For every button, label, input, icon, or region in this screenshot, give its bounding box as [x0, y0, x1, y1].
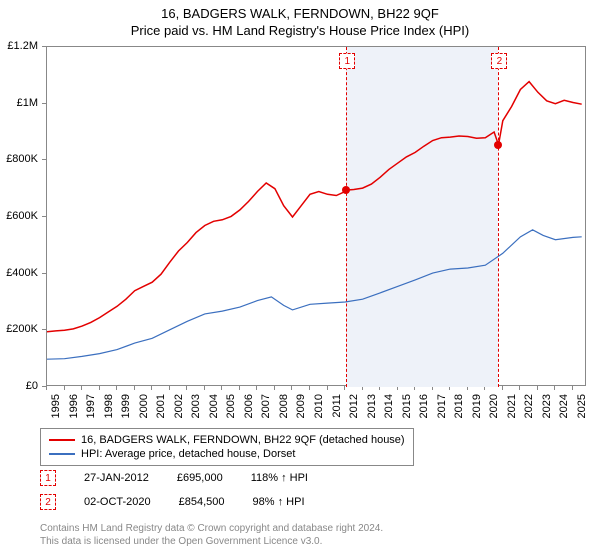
x-tick-label: 1996 [68, 394, 80, 424]
x-tick-label: 2021 [506, 394, 518, 424]
x-tick-label: 2009 [295, 394, 307, 424]
x-tick-label: 2019 [471, 394, 483, 424]
legend-row: 16, BADGERS WALK, FERNDOWN, BH22 9QF (de… [49, 433, 405, 447]
x-tick-label: 2008 [278, 394, 290, 424]
y-tick-label: £800K [0, 153, 38, 165]
y-tick-label: £600K [0, 210, 38, 222]
x-tick-label: 2005 [225, 394, 237, 424]
x-tick-label: 2012 [348, 394, 360, 424]
x-tick-label: 2000 [138, 394, 150, 424]
marker-badge: 1 [339, 53, 355, 69]
series-line [47, 230, 582, 359]
x-tick-label: 2022 [523, 394, 535, 424]
y-tick-label: £1.2M [0, 40, 38, 52]
chart-area: 12 £0£200K£400K£600K£800K£1M£1.2M1995199… [46, 46, 586, 386]
marker-pct: 118% ↑ HPI [251, 472, 308, 484]
y-tick-label: £0 [0, 380, 38, 392]
chart-title: 16, BADGERS WALK, FERNDOWN, BH22 9QF [0, 6, 600, 21]
legend-row: HPI: Average price, detached house, Dors… [49, 447, 405, 461]
marker-price: £695,000 [177, 472, 223, 484]
y-tick-mark [42, 46, 46, 47]
x-tick-label: 2006 [243, 394, 255, 424]
chart-container: 16, BADGERS WALK, FERNDOWN, BH22 9QF Pri… [0, 0, 600, 560]
x-tick-label: 2015 [401, 394, 413, 424]
chart-subtitle: Price paid vs. HM Land Registry's House … [0, 23, 600, 38]
marker-info-row: 2 02-OCT-2020 £854,500 98% ↑ HPI [40, 494, 305, 510]
line-paths [47, 47, 587, 387]
legend-swatch [49, 453, 75, 455]
y-tick-label: £400K [0, 267, 38, 279]
x-tick-label: 2016 [418, 394, 430, 424]
x-tick-label: 2025 [576, 394, 588, 424]
x-tick-label: 2014 [383, 394, 395, 424]
x-tick-label: 2020 [488, 394, 500, 424]
x-tick-label: 2024 [558, 394, 570, 424]
x-tick-label: 2001 [155, 394, 167, 424]
footer-line: Contains HM Land Registry data © Crown c… [40, 522, 383, 535]
marker-date: 02-OCT-2020 [84, 496, 151, 508]
legend: 16, BADGERS WALK, FERNDOWN, BH22 9QF (de… [40, 428, 414, 466]
x-tick-label: 2004 [208, 394, 220, 424]
marker-dot [494, 141, 502, 149]
x-tick-label: 2013 [366, 394, 378, 424]
x-tick-label: 1995 [50, 394, 62, 424]
legend-label: HPI: Average price, detached house, Dors… [81, 448, 295, 460]
x-tick-label: 2017 [436, 394, 448, 424]
x-tick-label: 1997 [85, 394, 97, 424]
marker-number-icon: 2 [40, 494, 56, 510]
marker-number-icon: 1 [40, 470, 56, 486]
marker-pct: 98% ↑ HPI [253, 496, 305, 508]
y-tick-mark [42, 329, 46, 330]
marker-date: 27-JAN-2012 [84, 472, 149, 484]
marker-dot [342, 186, 350, 194]
x-tick-label: 2018 [453, 394, 465, 424]
x-tick-label: 1998 [103, 394, 115, 424]
legend-swatch [49, 439, 75, 441]
x-tick-label: 2003 [190, 394, 202, 424]
y-tick-mark [42, 159, 46, 160]
titles: 16, BADGERS WALK, FERNDOWN, BH22 9QF Pri… [0, 0, 600, 38]
series-line [47, 82, 582, 332]
footer-line: This data is licensed under the Open Gov… [40, 535, 383, 548]
x-tick-label: 2002 [173, 394, 185, 424]
marker-info-row: 1 27-JAN-2012 £695,000 118% ↑ HPI [40, 470, 308, 486]
marker-price: £854,500 [179, 496, 225, 508]
y-tick-label: £200K [0, 323, 38, 335]
y-tick-mark [42, 103, 46, 104]
x-tick-label: 2011 [331, 394, 343, 424]
y-tick-mark [42, 216, 46, 217]
x-tick-label: 2007 [260, 394, 272, 424]
y-tick-label: £1M [0, 97, 38, 109]
legend-label: 16, BADGERS WALK, FERNDOWN, BH22 9QF (de… [81, 434, 405, 446]
x-tick-label: 1999 [120, 394, 132, 424]
footer: Contains HM Land Registry data © Crown c… [40, 522, 383, 548]
marker-badge: 2 [491, 53, 507, 69]
plot-box: 12 [46, 46, 586, 386]
x-tick-label: 2010 [313, 394, 325, 424]
x-tick-label: 2023 [541, 394, 553, 424]
y-tick-mark [42, 273, 46, 274]
